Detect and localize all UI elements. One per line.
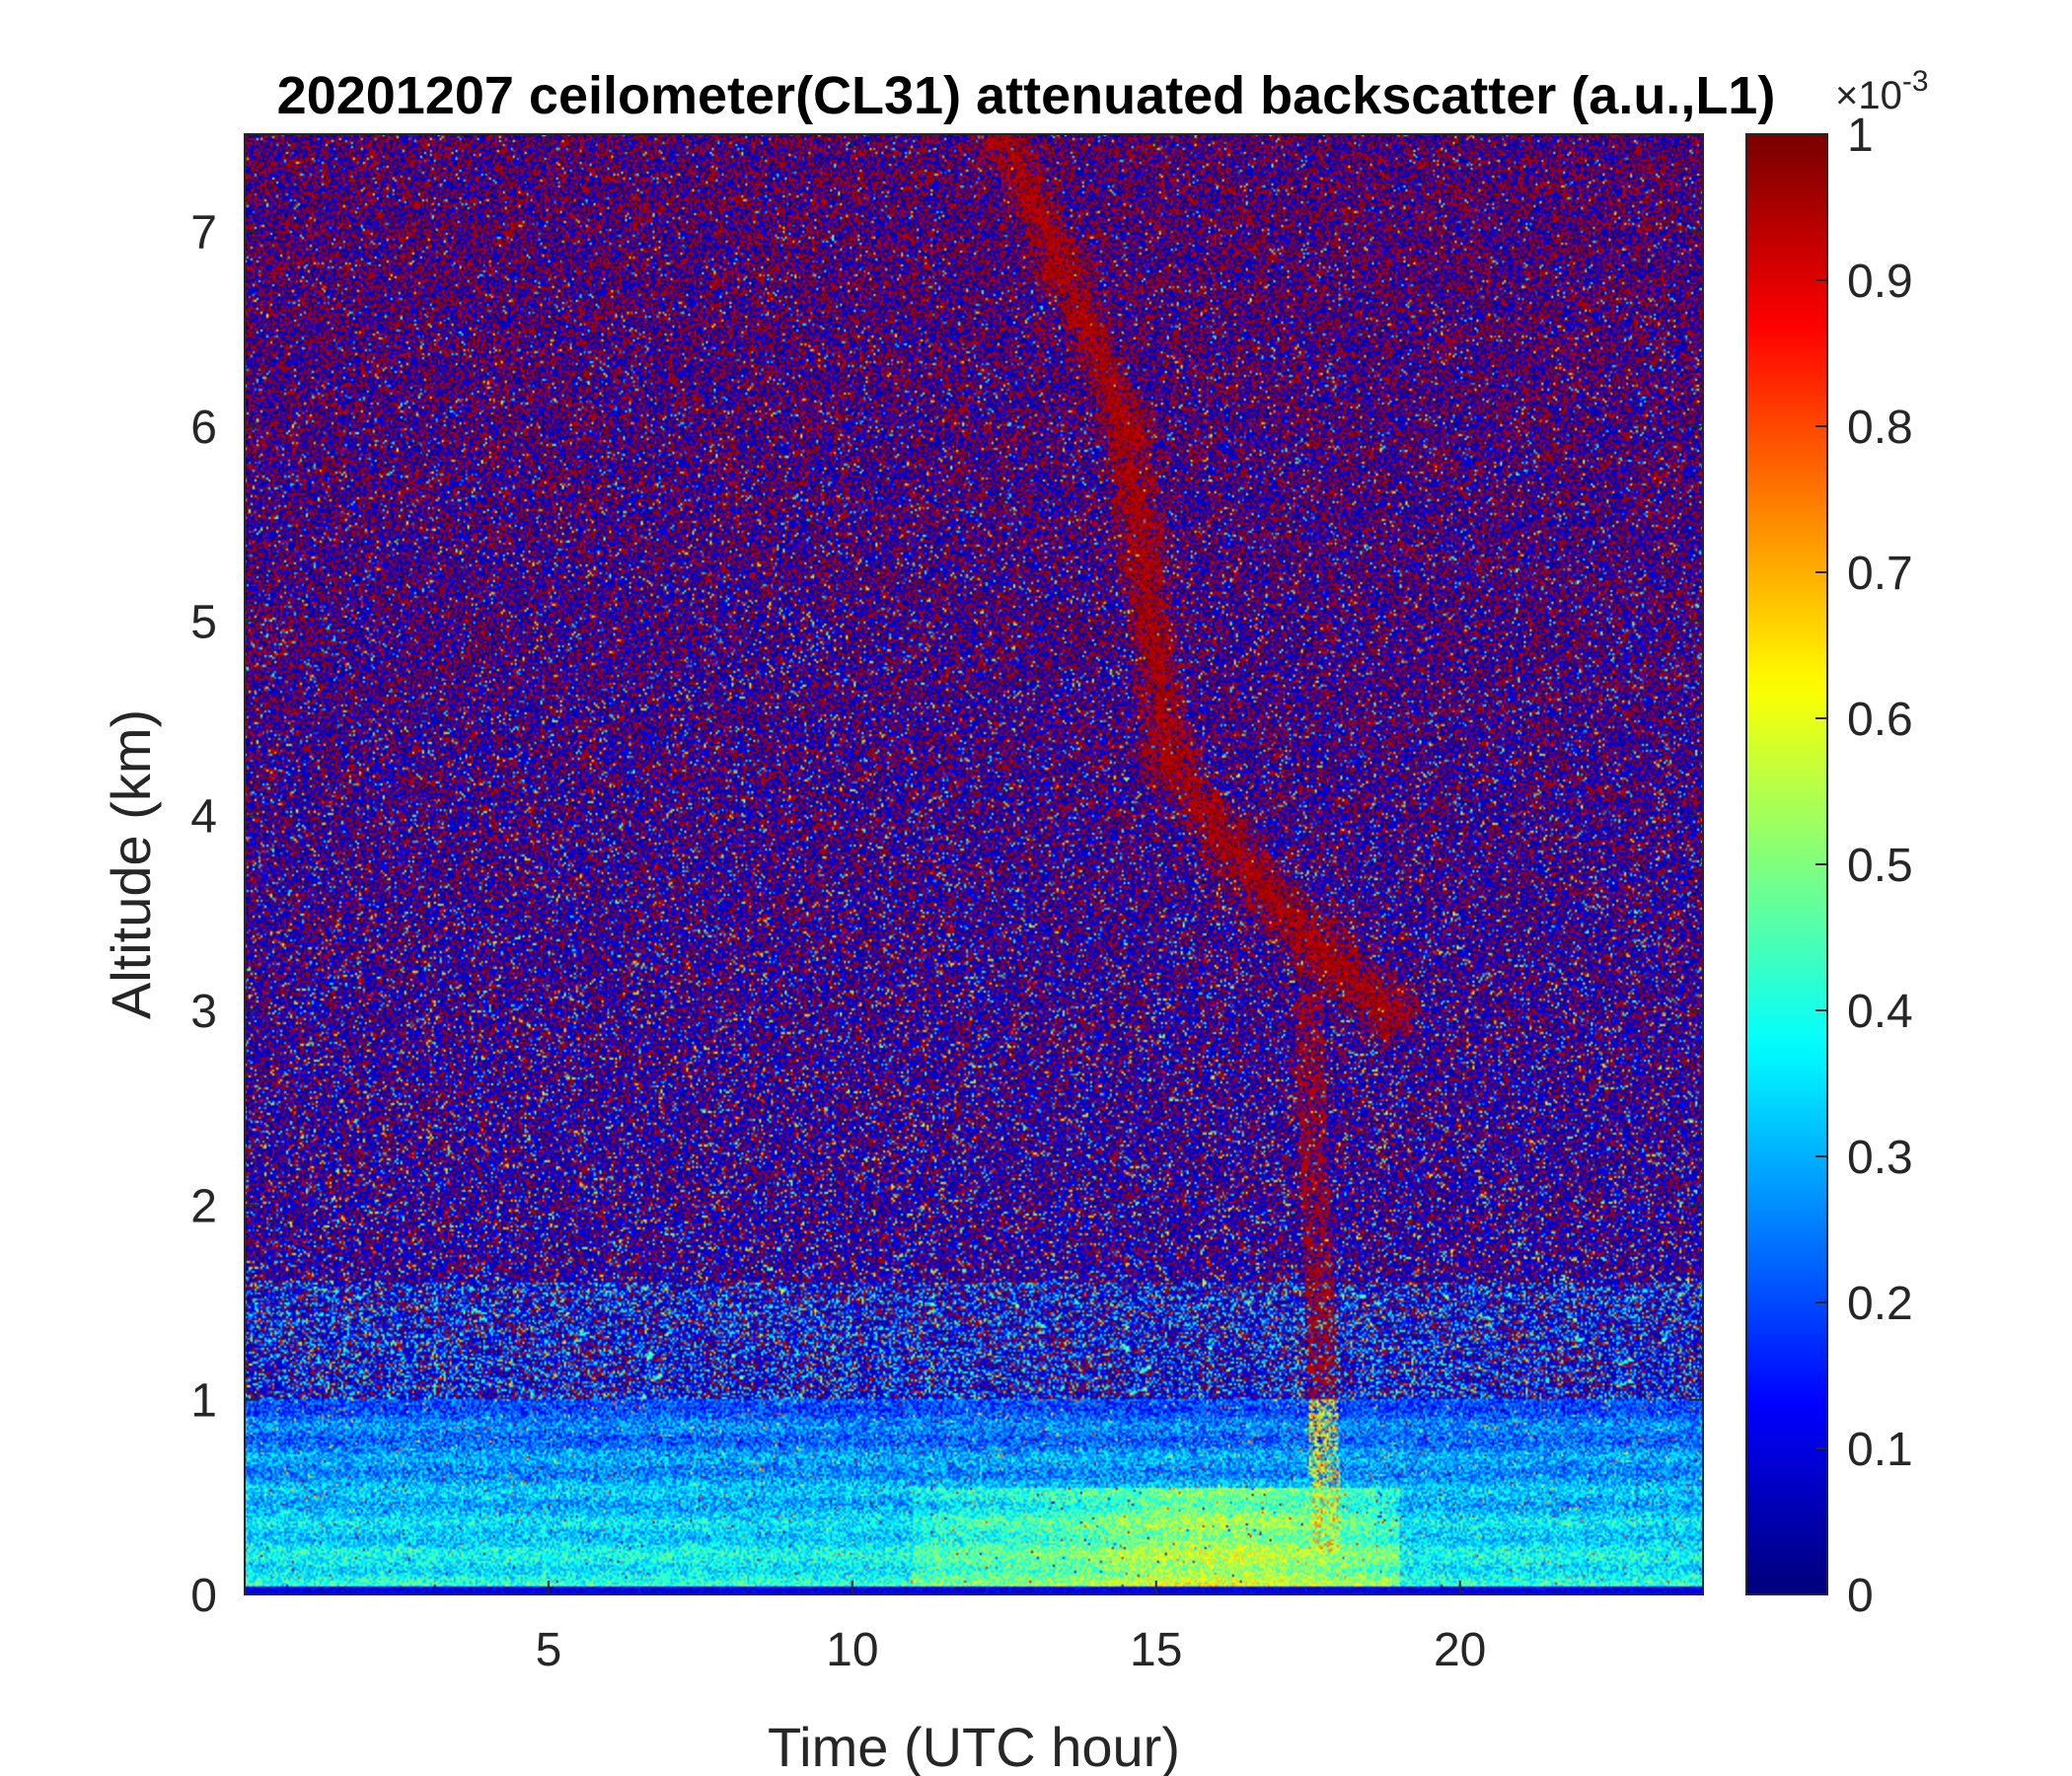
colorbar-tick-label: 0.5 [1847,840,1913,892]
colorbar-tick-label: 0.7 [1847,548,1913,600]
x-axis: 5 10 15 20 [536,134,1486,1676]
colorbar-tick-label: 0.9 [1847,256,1913,308]
y-axis: 0 1 2 3 4 5 6 7 [190,207,1703,1622]
x-tick-label: 15 [1130,1624,1182,1676]
x-tick-label: 20 [1434,1624,1486,1676]
y-tick-label: 0 [190,1570,217,1622]
colorbar-tick-label: 0.3 [1847,1132,1913,1184]
colorbar-ticks: 0 0.1 0.2 0.3 0.4 0.5 0.6 0.7 0.8 0.9 1 [1815,110,1913,1622]
colorbar-tick-label: 0.4 [1847,986,1913,1038]
plot-area: 5 10 15 20 0 1 2 3 4 5 6 7 [190,133,1704,1676]
y-tick-label: 6 [190,402,217,454]
y-tick-label: 3 [190,986,217,1038]
x-tick-label: 10 [826,1624,878,1676]
plot-frame [244,133,1704,1595]
colorbar-exponent: ×10-3 [1835,65,1929,117]
y-tick-label: 4 [190,791,217,844]
colorbar-tick-label: 0 [1847,1570,1874,1622]
colorbar-tick-label: 1 [1847,110,1874,162]
x-axis-label: Time (UTC hour) [768,1716,1180,1776]
colorbar-tick-label: 0.8 [1847,402,1913,454]
colorbar-tick-label: 0.2 [1847,1278,1913,1330]
y-tick-label: 1 [190,1375,217,1428]
colorbar-gradient [1746,134,1827,1594]
y-axis-label: Altitude (km) [100,709,162,1019]
backscatter-heatmap [245,134,1703,1594]
colorbar: 0 0.1 0.2 0.3 0.4 0.5 0.6 0.7 0.8 0.9 1 ×10-3 [1745,65,1929,1622]
y-tick-label: 2 [190,1180,217,1232]
y-tick-label: 7 [190,207,217,259]
chart-title: 20201207 ceilometer(CL31) attenuated bac… [277,66,1776,125]
x-tick-label: 5 [536,1624,562,1676]
colorbar-tick-label: 0.1 [1847,1424,1913,1476]
colorbar-tick-label: 0.6 [1847,694,1913,746]
y-tick-label: 5 [190,596,217,648]
